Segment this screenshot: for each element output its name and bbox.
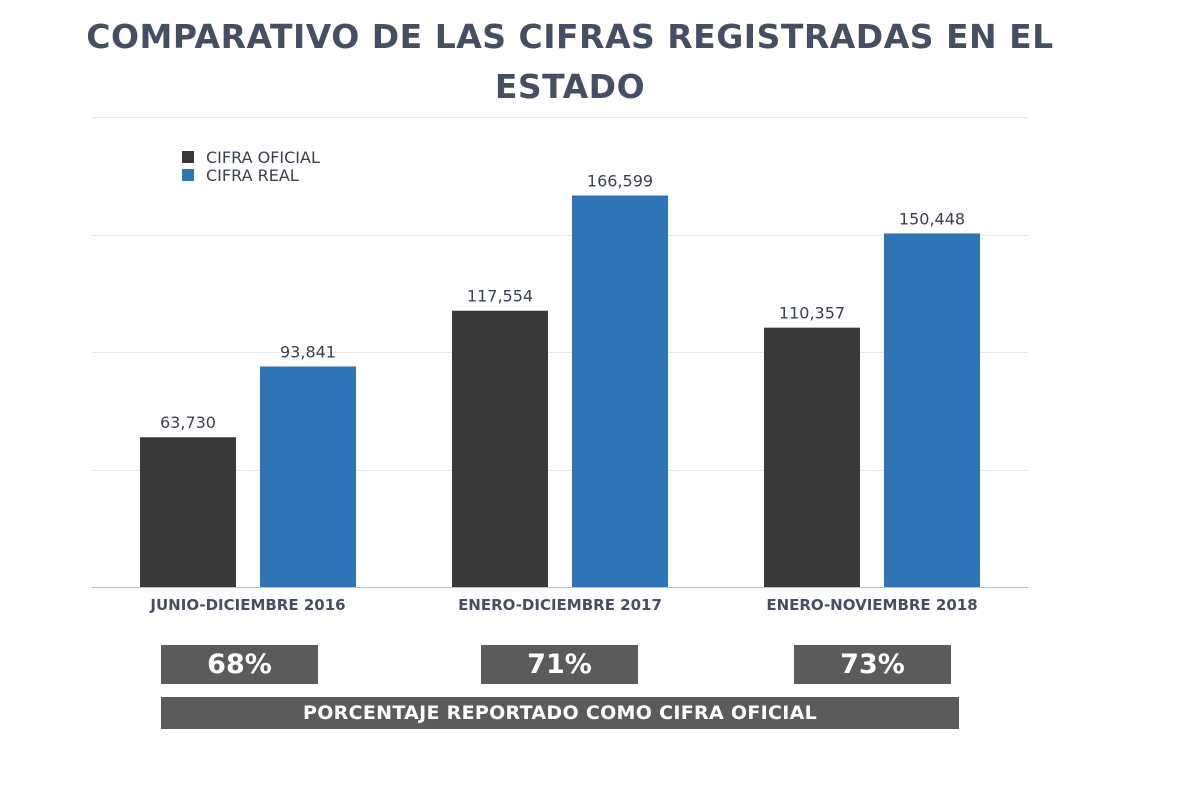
legend-label-cifra-oficial: CIFRA OFICIAL <box>206 148 320 167</box>
gridlines <box>92 117 1028 471</box>
data-label-cifra-oficial-3: 110,357 <box>779 304 845 323</box>
data-labels: 63,730 93,841 117,554 166,599 110,357 150,448 <box>160 171 965 432</box>
bar-cifra-real-1 <box>260 366 356 587</box>
bar-cifra-oficial-1 <box>140 437 236 587</box>
bar-cifra-oficial-3 <box>764 327 860 587</box>
bar-cifra-real-3 <box>884 233 980 587</box>
percentage-box-2017: 71% <box>481 645 638 684</box>
percentage-caption: PORCENTAJE REPORTADO COMO CIFRA OFICIAL <box>161 697 959 729</box>
data-label-cifra-oficial-2: 117,554 <box>467 287 533 306</box>
legend-swatch-cifra-real <box>182 169 194 181</box>
data-label-cifra-real-2: 166,599 <box>587 171 653 190</box>
percentage-box-2018: 73% <box>794 645 951 684</box>
x-tick-label-3: ENERO-NOVIEMBRE 2018 <box>766 596 977 614</box>
bars <box>140 195 980 587</box>
x-tick-label-1: JUNIO-DICIEMBRE 2016 <box>149 596 345 614</box>
data-label-cifra-real-3: 150,448 <box>899 209 965 228</box>
legend: CIFRA OFICIAL CIFRA REAL <box>182 148 320 185</box>
x-tick-label-2: ENERO-DICIEMBRE 2017 <box>458 596 662 614</box>
bar-cifra-oficial-2 <box>452 310 548 587</box>
legend-label-cifra-real: CIFRA REAL <box>206 166 299 185</box>
data-label-cifra-oficial-1: 63,730 <box>160 413 216 432</box>
x-axis: JUNIO-DICIEMBRE 2016 ENERO-DICIEMBRE 2017… <box>92 587 1028 614</box>
percentage-box-2016: 68% <box>161 645 318 684</box>
data-label-cifra-real-1: 93,841 <box>280 342 336 361</box>
bar-chart: 63,730 93,841 117,554 166,599 110,357 150,448… <box>92 117 1028 614</box>
bar-cifra-real-2 <box>572 195 668 587</box>
legend-swatch-cifra-oficial <box>182 151 194 163</box>
chart-title: COMPARATIVO DE LAS CIFRAS REGISTRADAS EN… <box>86 17 1054 106</box>
